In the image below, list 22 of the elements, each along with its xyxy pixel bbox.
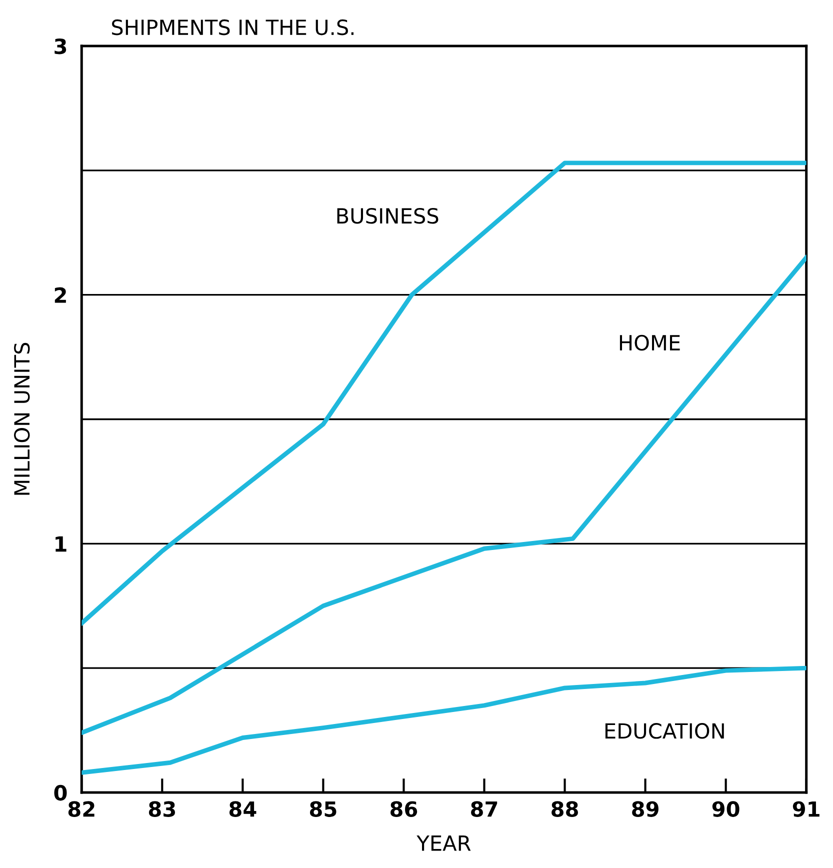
x-tick-label: 82 [68, 801, 94, 817]
x-tick-label: 84 [229, 801, 256, 817]
chart-title: SHIPMENTS IN THE U.S. [112, 19, 354, 36]
y-tick-label: 2 [54, 287, 66, 303]
series-label: EDUCATION [605, 723, 724, 739]
x-tick-label: 86 [390, 801, 418, 817]
x-axis-title: YEAR [416, 836, 471, 851]
x-tick-label: 90 [712, 801, 740, 817]
y-tick-label: 0 [54, 784, 67, 801]
y-tick-label: 3 [54, 38, 66, 54]
x-tick-label: 88 [552, 801, 578, 817]
x-tick-label: 87 [471, 801, 498, 817]
x-tick-label: 91 [792, 801, 820, 817]
x-tick-label: 83 [148, 801, 175, 817]
series-label: BUSINESS [337, 208, 438, 224]
line-series [82, 160, 806, 626]
x-tick-label: 85 [310, 801, 336, 817]
y-tick-label: 1 [56, 536, 66, 552]
y-axis-title: MILLION UNITS [14, 342, 30, 495]
x-tick-label: 89 [632, 801, 658, 817]
line-series [82, 666, 806, 775]
series-label: HOME [620, 334, 680, 351]
